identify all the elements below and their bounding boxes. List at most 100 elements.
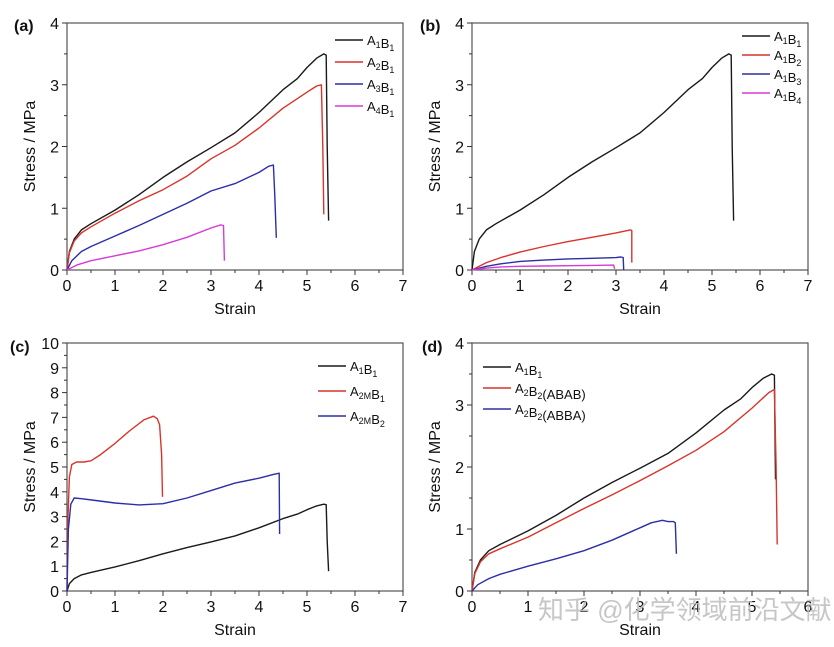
- panel-label: (a): [14, 18, 34, 35]
- x-tick-label: 7: [399, 278, 408, 295]
- series-line-A2B2(ABAB): [471, 388, 778, 592]
- legend-label: A2MB2: [350, 409, 385, 429]
- legend-label: A1B3: [774, 67, 801, 87]
- plot-frame: [66, 342, 404, 592]
- series-line-A2B1: [66, 84, 325, 271]
- x-tick-label: 4: [255, 599, 264, 616]
- y-tick-label: 0: [455, 263, 464, 280]
- y-tick-label: 9: [50, 361, 59, 378]
- y-tick-label: 0: [50, 584, 59, 601]
- legend-label: A2MB1: [350, 384, 385, 404]
- y-tick-label: 7: [50, 410, 59, 427]
- y-tick-label: 1: [455, 522, 464, 539]
- x-tick-label: 2: [159, 278, 168, 295]
- y-tick-label: 3: [50, 510, 59, 527]
- y-axis-title: Stress / MPa: [427, 421, 444, 513]
- x-tick-label: 3: [636, 599, 645, 616]
- series-line-A1B3: [471, 256, 625, 271]
- x-tick-label: 1: [111, 278, 120, 295]
- y-tick-label: 1: [455, 201, 464, 218]
- series-line-A1B1: [66, 503, 330, 592]
- legend-label: A2B2(ABAB): [515, 381, 586, 402]
- x-tick-label: 5: [708, 278, 717, 295]
- series-line-A2B2(ABBA): [471, 519, 678, 592]
- legend-label: A2B1: [367, 55, 394, 75]
- y-tick-label: 0: [50, 263, 59, 280]
- x-tick-label: 7: [804, 278, 813, 295]
- y-tick-label: 10: [41, 336, 59, 353]
- x-tick-label: 2: [564, 278, 573, 295]
- x-tick-label: 0: [468, 599, 477, 616]
- y-tick-label: 3: [455, 78, 464, 95]
- legend-label: A1B1: [350, 359, 377, 379]
- y-tick-label: 4: [50, 16, 59, 33]
- x-tick-label: 5: [303, 278, 312, 295]
- legend-label: A1B1: [774, 29, 801, 49]
- x-tick-label: 5: [303, 599, 312, 616]
- legend-label: A4B1: [367, 99, 394, 119]
- x-tick-label: 1: [524, 599, 533, 616]
- x-axis-title: Strain: [619, 301, 661, 318]
- y-tick-label: 1: [50, 559, 59, 576]
- panel-d: (d) 0 1 2 3 4 5 6 0 1 2 3 4 Strain Stress / MPa A1B1A2B…: [422, 336, 813, 639]
- y-tick-label: 5: [50, 460, 59, 477]
- x-axis-title: Strain: [619, 622, 661, 639]
- legend-label: A1B1: [367, 33, 394, 53]
- watermark-text: 知乎 @化学领域前沿文献: [538, 595, 832, 625]
- x-tick-label: 6: [351, 278, 360, 295]
- x-tick-label: 0: [63, 278, 72, 295]
- legend-label: A3B1: [367, 77, 394, 97]
- series-line-A1B2: [471, 229, 633, 271]
- y-axis-title: Stress / MPa: [22, 101, 39, 193]
- plot-frame: [471, 22, 809, 271]
- x-tick-label: 2: [159, 599, 168, 616]
- x-tick-label: 2: [580, 599, 589, 616]
- y-tick-label: 0: [455, 584, 464, 601]
- x-tick-label: 3: [612, 278, 621, 295]
- x-tick-label: 3: [207, 599, 216, 616]
- x-tick-label: 4: [255, 278, 264, 295]
- x-tick-label: 0: [63, 599, 72, 616]
- series-line-A1B4: [471, 264, 616, 271]
- panel-label: (d): [422, 339, 442, 356]
- series-line-A2MB1: [66, 415, 164, 592]
- x-tick-label: 5: [748, 599, 757, 616]
- x-tick-label: 6: [351, 599, 360, 616]
- x-tick-label: 7: [399, 599, 408, 616]
- y-tick-label: 8: [50, 386, 59, 403]
- x-tick-label: 6: [804, 599, 813, 616]
- x-tick-label: 1: [111, 599, 120, 616]
- y-tick-label: 4: [455, 336, 464, 353]
- legend-label: A1B4: [774, 86, 801, 106]
- y-tick-label: 2: [50, 534, 59, 551]
- x-tick-label: 6: [756, 278, 765, 295]
- series-line-A3B1: [66, 164, 277, 271]
- x-tick-label: 4: [692, 599, 701, 616]
- legend-label: A1B2: [774, 48, 801, 68]
- series-line-A2MB2: [66, 472, 281, 592]
- y-tick-label: 4: [50, 485, 59, 502]
- y-tick-label: 3: [455, 398, 464, 415]
- panel-label: (b): [420, 18, 440, 35]
- plot-frame: [66, 22, 404, 271]
- series-line-A1B1: [471, 373, 777, 592]
- x-tick-label: 4: [660, 278, 669, 295]
- legend-label: A1B1: [515, 360, 542, 380]
- y-tick-label: 2: [455, 460, 464, 477]
- panel-label: (c): [10, 339, 30, 356]
- y-tick-label: 2: [50, 140, 59, 157]
- y-tick-label: 2: [455, 140, 464, 157]
- y-tick-label: 3: [50, 78, 59, 95]
- x-axis-title: Strain: [214, 622, 256, 639]
- y-tick-label: 4: [455, 16, 464, 33]
- y-tick-label: 1: [50, 201, 59, 218]
- y-axis-title: Stress / MPa: [427, 101, 444, 193]
- y-axis-title: Stress / MPa: [22, 421, 39, 513]
- series-line-A1B1: [66, 53, 330, 271]
- y-tick-label: 6: [50, 435, 59, 452]
- x-tick-label: 3: [207, 278, 216, 295]
- x-tick-label: 1: [516, 278, 525, 295]
- series-line-A4B1: [66, 224, 226, 271]
